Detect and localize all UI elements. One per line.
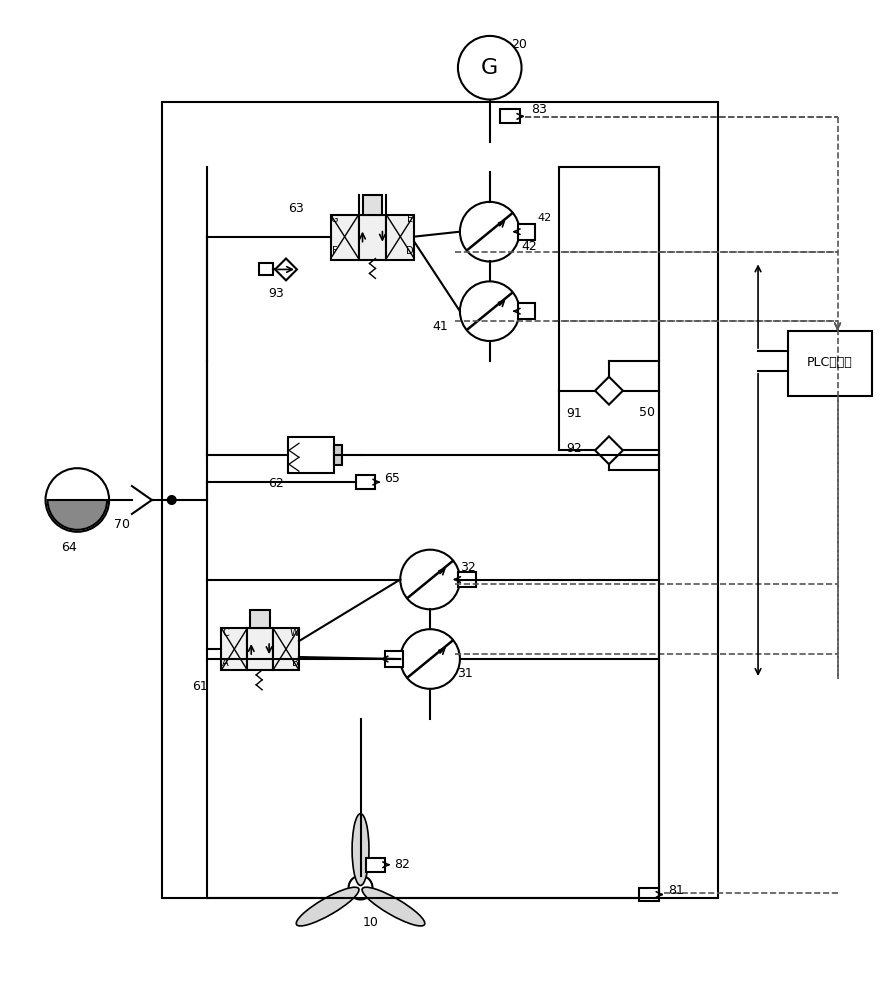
Bar [330, 215, 359, 260]
Ellipse shape [296, 887, 359, 926]
Bar [458, 572, 476, 587]
Bar [288, 437, 334, 473]
Text: 41: 41 [432, 320, 448, 333]
Wedge shape [47, 500, 107, 530]
Bar [250, 610, 270, 628]
Text: 65: 65 [384, 472, 400, 485]
Text: W: W [290, 628, 300, 638]
Text: 10: 10 [363, 916, 379, 929]
Text: 63: 63 [288, 202, 304, 215]
Text: 64: 64 [62, 541, 77, 554]
Text: 70: 70 [114, 518, 130, 531]
Bar [518, 224, 536, 240]
Text: 62: 62 [268, 477, 284, 490]
Text: F: F [332, 246, 338, 256]
Bar [359, 215, 387, 260]
Text: 32: 32 [460, 561, 476, 574]
Circle shape [168, 496, 176, 504]
Text: 91: 91 [566, 407, 582, 420]
Bar [500, 109, 520, 123]
Text: G: G [331, 214, 338, 224]
Text: C: C [222, 628, 229, 638]
Bar [365, 858, 386, 872]
Text: G: G [481, 58, 498, 78]
Ellipse shape [352, 814, 369, 885]
Bar [387, 215, 414, 260]
Text: 42: 42 [538, 213, 552, 223]
Text: 31: 31 [457, 667, 472, 680]
Text: 92: 92 [566, 442, 582, 455]
Text: 42: 42 [522, 240, 538, 253]
Bar [221, 628, 247, 670]
Bar [355, 475, 375, 489]
Bar [788, 331, 872, 396]
Text: 81: 81 [668, 884, 683, 897]
Bar [247, 628, 273, 670]
Text: D: D [406, 246, 414, 256]
Text: PLC控制器: PLC控制器 [806, 356, 853, 369]
Text: 50: 50 [638, 406, 655, 419]
Bar [363, 195, 382, 215]
Text: 20: 20 [512, 38, 528, 51]
Bar [638, 888, 659, 901]
Bar [518, 303, 536, 319]
Bar [273, 628, 299, 670]
Bar [259, 263, 273, 275]
Text: 82: 82 [395, 858, 410, 871]
Text: E: E [407, 214, 413, 224]
Text: 61: 61 [192, 680, 207, 693]
Circle shape [348, 876, 372, 899]
Bar [386, 651, 404, 667]
Bar [334, 445, 342, 465]
Text: B: B [292, 658, 298, 668]
Text: 93: 93 [268, 287, 284, 300]
Ellipse shape [362, 887, 425, 926]
Bar [162, 102, 718, 898]
Text: A: A [222, 658, 229, 668]
Text: 83: 83 [531, 103, 547, 116]
